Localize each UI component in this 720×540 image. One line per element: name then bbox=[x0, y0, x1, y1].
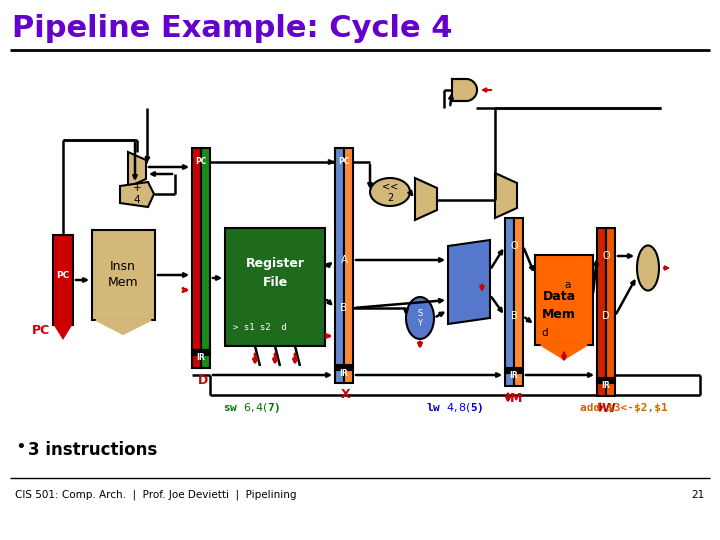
Bar bbox=[514, 218, 523, 386]
Text: O: O bbox=[602, 251, 610, 261]
Bar bbox=[344, 148, 353, 383]
Text: CIS 501: Comp. Arch.  |  Prof. Joe Devietti  |  Pipelining: CIS 501: Comp. Arch. | Prof. Joe Deviett… bbox=[15, 490, 297, 501]
Text: O: O bbox=[510, 241, 518, 251]
Text: B: B bbox=[510, 311, 518, 321]
Text: D: D bbox=[602, 311, 610, 321]
Bar bbox=[597, 378, 615, 383]
Text: lw $4,8($5): lw $4,8($5) bbox=[426, 401, 484, 415]
Bar bbox=[335, 148, 344, 383]
Text: 3 instructions: 3 instructions bbox=[28, 441, 157, 459]
Polygon shape bbox=[541, 345, 587, 359]
Text: PC: PC bbox=[338, 158, 350, 166]
Bar bbox=[606, 228, 615, 396]
Polygon shape bbox=[448, 240, 490, 324]
Text: W: W bbox=[601, 402, 615, 415]
Text: +
4: + 4 bbox=[132, 183, 141, 205]
Bar bbox=[452, 79, 467, 101]
Ellipse shape bbox=[370, 178, 410, 206]
Text: IR: IR bbox=[602, 381, 611, 390]
Bar bbox=[597, 228, 606, 396]
Bar bbox=[225, 228, 325, 346]
Text: Data: Data bbox=[542, 291, 575, 303]
Text: <<
2: << 2 bbox=[382, 181, 398, 203]
Text: Mem: Mem bbox=[542, 308, 576, 321]
Text: PC: PC bbox=[56, 271, 70, 280]
Text: sw $6,4($7): sw $6,4($7) bbox=[223, 401, 281, 415]
Bar bbox=[201, 148, 210, 368]
Text: PC: PC bbox=[195, 158, 207, 166]
Text: 21: 21 bbox=[692, 490, 705, 500]
Text: add $3<-$2,$1: add $3<-$2,$1 bbox=[580, 403, 668, 413]
Text: Register: Register bbox=[246, 258, 305, 271]
Text: Mem: Mem bbox=[108, 276, 138, 289]
Text: B: B bbox=[341, 303, 348, 313]
Text: > s1 s2  d: > s1 s2 d bbox=[233, 323, 287, 333]
Bar bbox=[192, 350, 210, 355]
Polygon shape bbox=[128, 152, 146, 187]
Bar bbox=[505, 218, 514, 386]
Polygon shape bbox=[96, 320, 151, 334]
Polygon shape bbox=[120, 182, 154, 207]
Bar bbox=[53, 235, 73, 325]
Text: Insn: Insn bbox=[110, 260, 136, 273]
Text: Pipeline Example: Cycle 4: Pipeline Example: Cycle 4 bbox=[12, 14, 452, 43]
Text: d: d bbox=[541, 328, 548, 338]
Polygon shape bbox=[466, 79, 477, 101]
Polygon shape bbox=[495, 173, 517, 218]
Text: A: A bbox=[341, 255, 348, 265]
Text: M: M bbox=[510, 392, 522, 404]
Bar bbox=[192, 148, 201, 368]
Polygon shape bbox=[55, 325, 71, 338]
Bar bbox=[92, 230, 155, 320]
Text: D: D bbox=[198, 374, 208, 387]
Text: Y: Y bbox=[418, 320, 423, 328]
Bar bbox=[535, 255, 593, 345]
Text: IR: IR bbox=[197, 354, 205, 362]
Ellipse shape bbox=[406, 297, 434, 339]
Ellipse shape bbox=[637, 246, 659, 291]
Bar bbox=[335, 365, 353, 370]
Text: IR: IR bbox=[510, 372, 518, 381]
Text: X: X bbox=[341, 388, 351, 402]
Text: PC: PC bbox=[32, 323, 50, 336]
Text: a: a bbox=[564, 280, 570, 290]
Text: S: S bbox=[418, 309, 423, 319]
Text: •: • bbox=[15, 438, 26, 456]
Text: File: File bbox=[262, 276, 287, 289]
Bar bbox=[505, 368, 523, 373]
Text: IR: IR bbox=[340, 368, 348, 377]
Polygon shape bbox=[415, 178, 437, 220]
